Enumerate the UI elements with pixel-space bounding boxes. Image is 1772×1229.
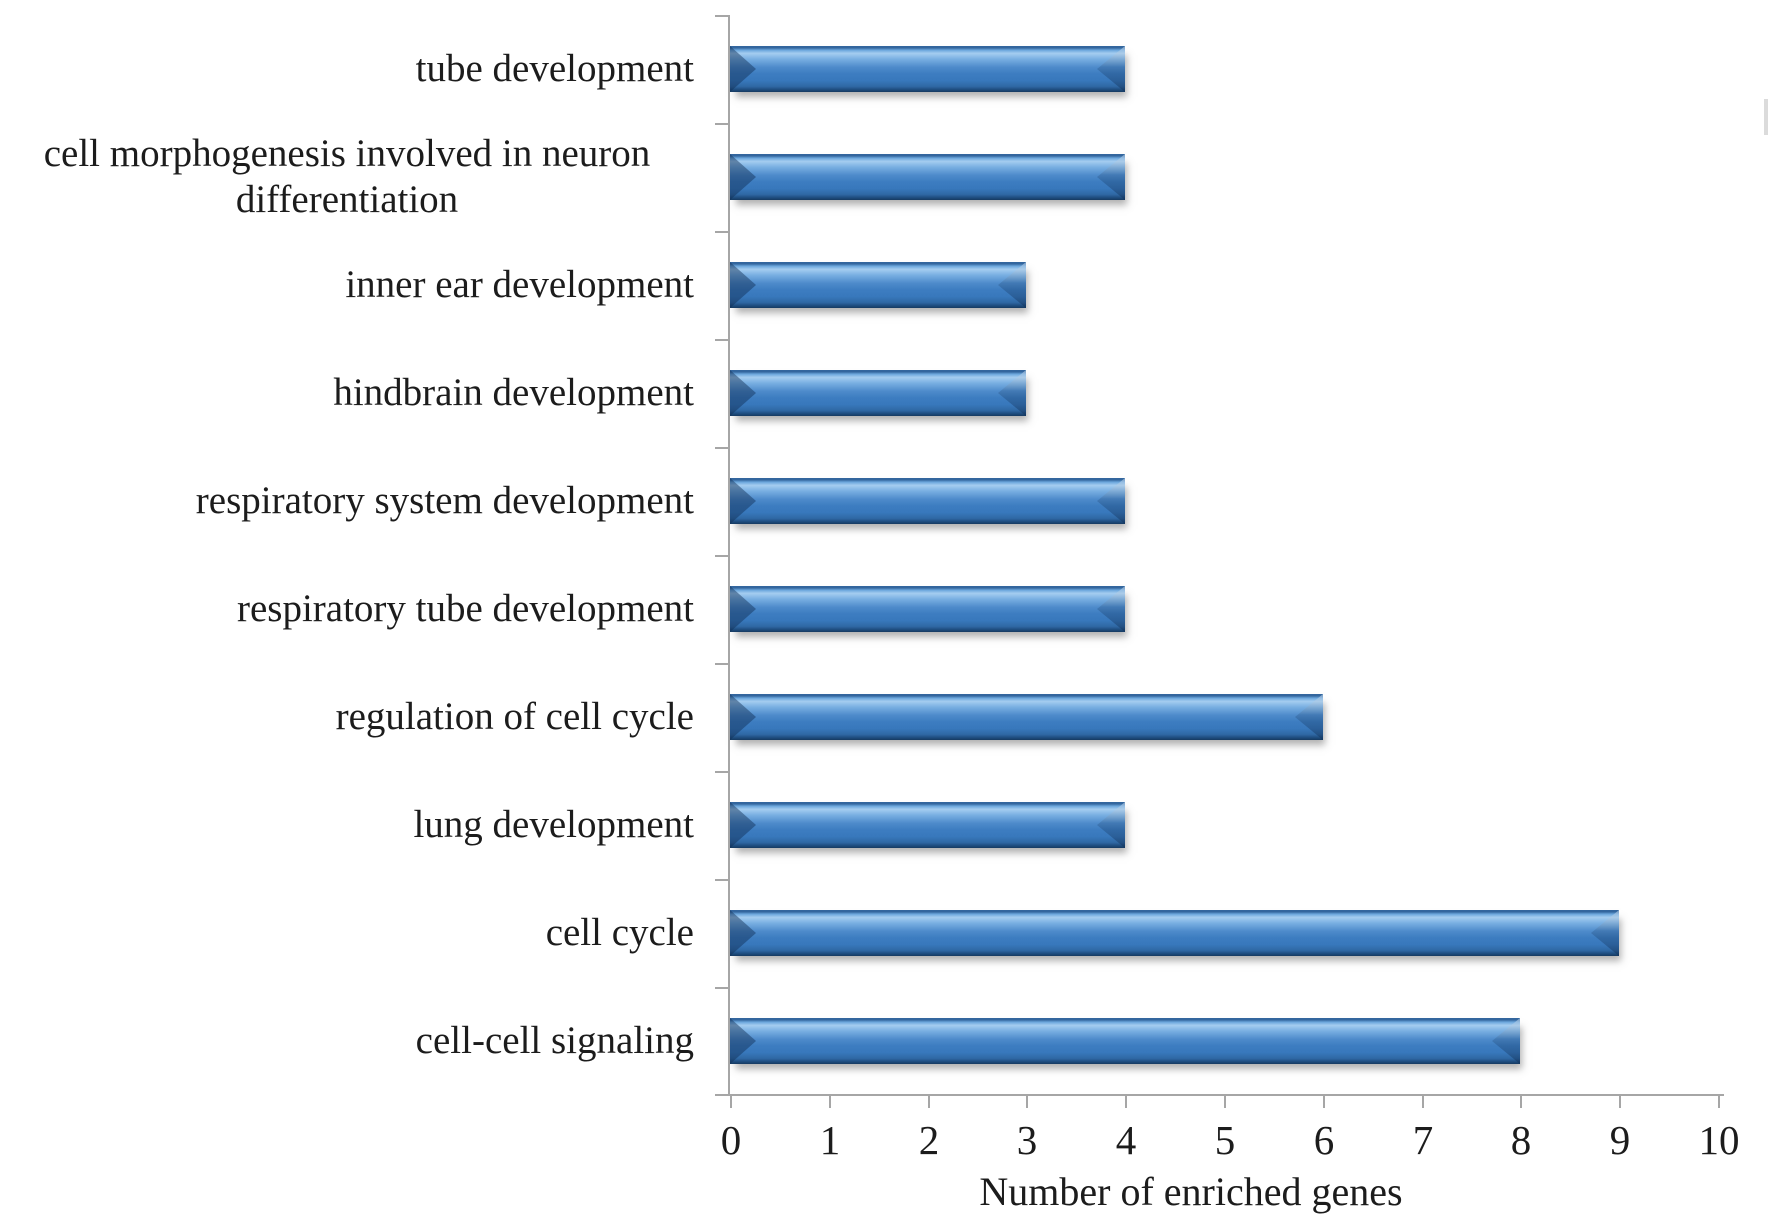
x-axis-tick <box>829 1096 831 1108</box>
chart-row: respiratory system development <box>0 447 1772 555</box>
bar-cell-morphogenesis <box>730 154 1125 200</box>
x-axis-tick <box>1026 1096 1028 1108</box>
x-tick-label: 0 <box>720 1117 742 1163</box>
bar-lung-development <box>730 802 1125 848</box>
x-tick-label: 8 <box>1510 1117 1532 1163</box>
category-label: respiratory tube development <box>0 555 700 663</box>
x-axis-tick <box>730 1096 732 1108</box>
y-axis-tick <box>715 771 728 773</box>
x-axis-line <box>720 1094 1724 1096</box>
x-axis-tick <box>1323 1096 1325 1108</box>
x-axis-tick <box>1224 1096 1226 1108</box>
chart-row: cell cycle <box>0 879 1772 987</box>
category-label: hindbrain development <box>0 339 700 447</box>
x-tick-label: 10 <box>1698 1117 1740 1163</box>
category-label-text: cell cycle <box>545 910 694 954</box>
category-label: tube development <box>0 15 700 123</box>
x-tick-label: 2 <box>918 1117 940 1163</box>
category-label-text: respiratory tube development <box>236 586 694 630</box>
bar-cell-cell-signaling <box>730 1018 1520 1064</box>
bar-tube-development <box>730 46 1125 92</box>
x-axis-tick <box>1718 1096 1720 1108</box>
category-label-text: regulation of cell cycle <box>335 694 694 738</box>
category-label: inner ear development <box>0 231 700 339</box>
y-axis-tick <box>715 987 728 989</box>
x-tick-label: 9 <box>1609 1117 1631 1163</box>
category-label: cell cycle <box>0 879 700 987</box>
y-axis-tick <box>715 879 728 881</box>
y-axis-tick <box>715 231 728 233</box>
category-label: respiratory system development <box>0 447 700 555</box>
chart-row: respiratory tube development <box>0 555 1772 663</box>
category-label-text: cell-cell signaling <box>415 1018 694 1062</box>
category-label: regulation of cell cycle <box>0 663 700 771</box>
x-axis-tick <box>1125 1096 1127 1108</box>
x-axis-tick <box>1619 1096 1621 1108</box>
chart-row: hindbrain development <box>0 339 1772 447</box>
y-axis-tick <box>715 339 728 341</box>
x-axis-tick <box>1422 1096 1424 1108</box>
chart-row: regulation of cell cycle <box>0 663 1772 771</box>
x-axis-title: Number of enriched genes <box>979 1169 1403 1214</box>
x-axis-tick <box>928 1096 930 1108</box>
chart-row: inner ear development <box>0 231 1772 339</box>
category-label: cell-cell signaling <box>0 987 700 1095</box>
bar-regulation-of-cell-cycle <box>730 694 1323 740</box>
bar-hindbrain-development <box>730 370 1026 416</box>
x-tick-label: 7 <box>1412 1117 1434 1163</box>
bar-respiratory-system-development <box>730 478 1125 524</box>
chart-row: tube development <box>0 15 1772 123</box>
y-axis-tick <box>715 447 728 449</box>
y-axis-tick <box>715 663 728 665</box>
x-axis-tick <box>1520 1096 1522 1108</box>
bar-respiratory-tube-development <box>730 586 1125 632</box>
chart-row: cell morphogenesis involved in neuron di… <box>0 123 1772 231</box>
x-tick-label: 5 <box>1214 1117 1236 1163</box>
chart-row: cell-cell signaling <box>0 987 1772 1095</box>
x-tick-label: 6 <box>1313 1117 1335 1163</box>
category-label: lung development <box>0 771 700 879</box>
edge-artifact-mark <box>1764 99 1768 135</box>
x-tick-label: 1 <box>819 1117 841 1163</box>
category-label: cell morphogenesis involved in neuron di… <box>0 123 700 231</box>
y-axis-tick <box>715 555 728 557</box>
bar-cell-cycle <box>730 910 1619 956</box>
y-axis-line <box>728 15 730 1095</box>
category-label-text: respiratory system development <box>195 478 694 522</box>
category-label-text: hindbrain development <box>333 370 694 414</box>
y-axis-tick <box>715 123 728 125</box>
chart-row: lung development <box>0 771 1772 879</box>
bar-inner-ear-development <box>730 262 1026 308</box>
category-label-text: inner ear development <box>345 262 694 306</box>
y-axis-tick <box>715 15 728 17</box>
x-tick-label: 4 <box>1115 1117 1137 1163</box>
category-label-text: tube development <box>415 46 694 90</box>
category-label-text: cell morphogenesis involved in neuron di… <box>43 131 651 221</box>
category-label-text: lung development <box>413 802 694 846</box>
x-tick-label: 3 <box>1016 1117 1038 1163</box>
